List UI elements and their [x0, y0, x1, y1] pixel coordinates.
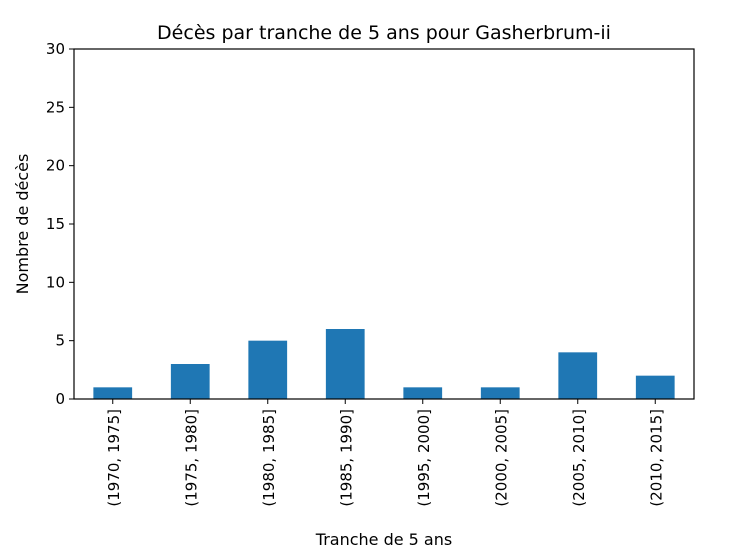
bar	[325, 329, 365, 399]
x-axis-label: Tranche de 5 ans	[315, 530, 452, 549]
x-axis-ticks: (1970, 1975] (1975, 1980] (1980, 1985] (198…	[105, 399, 665, 507]
y-axis-ticks: 0 5 10 15 20 25 30	[46, 40, 74, 408]
bar	[480, 387, 520, 399]
x-tick-label: (1985, 1990]	[337, 409, 355, 507]
y-tick-label: 5	[55, 332, 65, 350]
x-tick-label: (2000, 2005]	[492, 409, 510, 507]
y-axis-label: Nombre de décès	[13, 154, 32, 295]
y-tick-label: 20	[46, 157, 65, 175]
bar	[403, 387, 443, 399]
chart-title: Décès par tranche de 5 ans pour Gasherbr…	[157, 22, 611, 44]
y-tick-label: 0	[55, 390, 65, 408]
x-tick-label: (1980, 1985]	[260, 409, 278, 507]
x-tick-label: (2010, 2015]	[647, 409, 665, 507]
bar	[93, 387, 133, 399]
bar	[635, 375, 675, 399]
x-tick-label: (1970, 1975]	[105, 409, 123, 507]
bar	[170, 364, 210, 399]
y-tick-label: 25	[46, 98, 65, 116]
y-tick-label: 30	[46, 40, 65, 58]
x-tick-label: (1975, 1980]	[182, 409, 200, 507]
x-tick-label: (1995, 2000]	[415, 409, 433, 507]
bar	[248, 340, 288, 399]
bars-group	[93, 329, 675, 399]
y-tick-label: 15	[46, 215, 65, 233]
x-tick-label: (2005, 2010]	[570, 409, 588, 507]
bar	[558, 352, 598, 399]
plot-frame	[73, 48, 695, 400]
y-tick-label: 10	[46, 273, 65, 291]
